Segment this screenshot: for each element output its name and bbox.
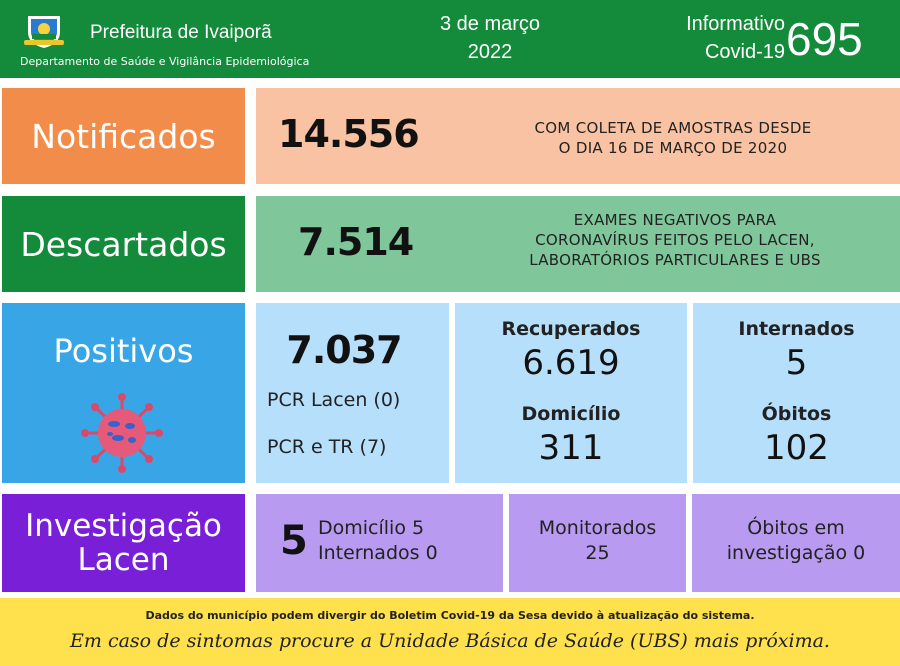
footer-bar [0,598,900,666]
obitos-investigacao-line1: Óbitos em [747,517,845,539]
descartados-note-line2: CORONAVÍRUS FEITOS PELO LACEN, [535,231,815,249]
descartados-label: Descartados [2,196,245,292]
internados-value: 5 [785,343,808,383]
investigacao-domicilio: Domicílio 5 [318,517,425,539]
footer-advice: Em caso de sintomas procure a Unidade Bá… [70,630,830,652]
descartados-note-line3: LABORATÓRIOS PARTICULARES E UBS [529,251,821,269]
bulletin-label-line2: Covid-19 [704,41,785,63]
obitos-value: 102 [764,428,829,468]
obitos-label: Óbitos [761,403,832,425]
monitorados-label: Monitorados [538,517,657,539]
positivos-recuperados-panel [455,303,687,483]
investigacao-value: 5 [280,518,308,564]
domicilio-label: Domicílio [521,403,621,425]
pcr-lacen: PCR Lacen (0) [267,389,401,411]
investigacao-label: Investigação Lacen [2,494,245,592]
notificados-note-line1: COM COLETA DE AMOSTRAS DESDE [534,119,812,137]
monitorados: Monitorados 25 [509,516,686,566]
investigacao-breakdown: Domicílio 5 Internados 0 [318,516,438,566]
notificados-note: COM COLETA DE AMOSTRAS DESDE O DIA 16 DE… [478,118,868,158]
internados-label: Internados [738,318,855,340]
monitorados-value: 25 [585,542,610,564]
org-name: Prefeitura de Ivaiporã [90,22,272,43]
virus-icon [78,392,166,474]
municipal-crest-icon [22,12,66,50]
report-date-day: 3 de março [439,13,541,35]
bulletin-label: Informativo Covid-19 [615,10,785,66]
investigacao-monitorados-panel [509,494,686,592]
report-date: 3 de março 2022 [405,10,575,66]
bulletin-label-line1: Informativo [686,13,785,35]
obitos-investigacao-line2: investigação 0 [726,542,866,564]
footer-disclaimer: Dados do município podem divergir do Bol… [145,609,755,622]
descartados-note: EXAMES NEGATIVOS PARA CORONAVÍRUS FEITOS… [470,210,880,270]
edition-number: 695 [786,13,863,65]
recuperados-value: 6.619 [522,343,620,383]
positivos-internados-panel [693,303,900,483]
domicilio-value: 311 [538,428,604,468]
descartados-note-line1: EXAMES NEGATIVOS PARA [573,211,777,229]
header-bar [0,0,900,78]
notificados-note-line2: O DIA 16 DE MARÇO DE 2020 [558,139,788,157]
investigacao-label-line2: Lacen [77,542,170,578]
pcr-tr: PCR e TR (7) [267,436,387,458]
investigacao-internados: Internados 0 [318,542,438,564]
descartados-value: 7.514 [298,220,414,264]
notificados-value: 14.556 [278,112,420,156]
obitos-investigacao: Óbitos em investigação 0 [692,516,900,566]
investigacao-label-line1: Investigação [25,508,222,544]
notificados-panel [256,88,900,184]
descartados-panel [256,196,900,292]
notificados-label: Notificados [2,88,245,184]
recuperados-label: Recuperados [501,318,641,340]
positivos-label: Positivos [53,332,194,370]
investigacao-total-panel [256,494,503,592]
positivos-value: 7.037 [286,328,402,372]
department-name: Departamento de Saúde e Vigilância Epide… [20,55,310,68]
investigacao-obitos-panel [692,494,900,592]
report-date-year: 2022 [467,41,513,63]
positivos-total-panel [256,303,449,483]
